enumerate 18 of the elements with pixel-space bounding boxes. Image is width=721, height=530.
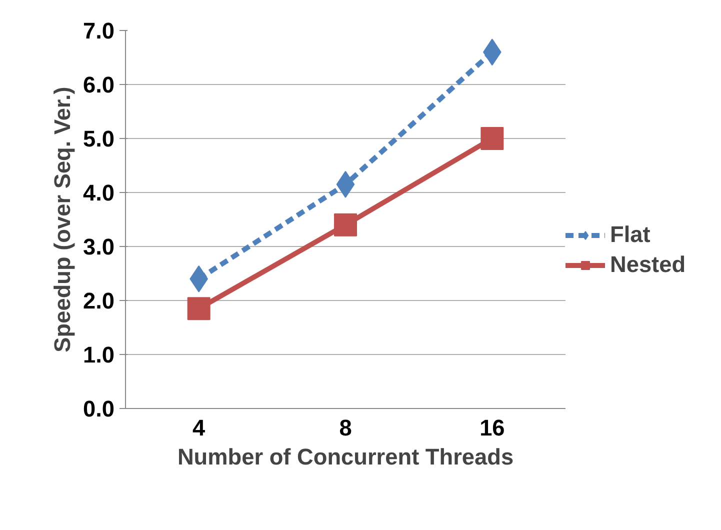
y-tick-label: 1.0 <box>83 342 115 368</box>
x-axis-title: Number of Concurrent Threads <box>177 444 514 470</box>
y-tick-label: 0.0 <box>83 396 115 422</box>
y-tick-label: 6.0 <box>83 72 115 98</box>
point <box>187 297 210 320</box>
y-tick-label: 4.0 <box>83 180 115 206</box>
legend-label: Nested <box>610 251 686 278</box>
x-tick-label: 16 <box>480 414 505 440</box>
y-tick-label: 5.0 <box>83 126 115 152</box>
legend-label: Flat <box>610 221 650 248</box>
y-tick-label: 7.0 <box>83 18 115 44</box>
point <box>334 213 357 236</box>
y-axis-title: Speedup (over Seq. Ver.) <box>49 86 76 352</box>
y-tick-label: 2.0 <box>83 288 115 314</box>
x-tick-label: 4 <box>192 414 206 440</box>
x-tick-label: 8 <box>339 414 352 440</box>
y-tick-label: 3.0 <box>83 234 115 260</box>
point <box>480 127 504 150</box>
